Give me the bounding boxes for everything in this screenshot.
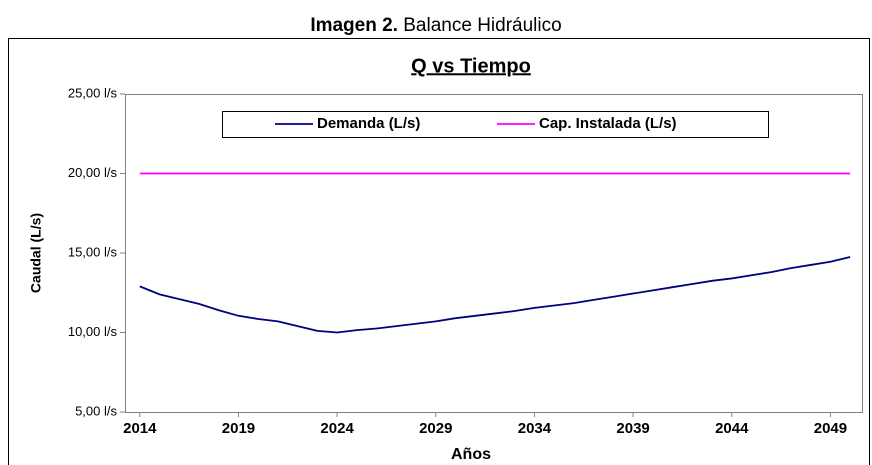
x-tick-label: 2029 — [419, 420, 452, 437]
x-tick-label: 2039 — [616, 420, 649, 437]
y-tick-label: 25,00 l/s — [68, 85, 118, 100]
x-tick-label: 2014 — [123, 420, 157, 437]
caption-label: Imagen 2. — [310, 15, 398, 36]
legend-label: Cap. Instalada (L/s) — [539, 115, 677, 132]
y-tick-label: 10,00 l/s — [68, 324, 118, 339]
x-tick-label: 2034 — [518, 420, 552, 437]
y-axis-label: Caudal (L/s) — [28, 213, 44, 293]
caption: Imagen 2. Balance Hidráulico — [310, 15, 561, 36]
x-tick-label: 2024 — [320, 420, 354, 437]
legend-box — [222, 111, 769, 138]
plot-area — [125, 94, 863, 413]
chart-frame — [8, 38, 870, 465]
x-axis-label: Años — [451, 446, 491, 463]
caption-text: Balance Hidráulico — [403, 15, 561, 36]
x-tick-label: 2019 — [222, 420, 255, 437]
y-tick-label: 20,00 l/s — [68, 165, 118, 180]
line-series — [139, 256, 851, 334]
x-tick-label: 2044 — [715, 420, 749, 437]
legend-label: Demanda (L/s) — [317, 115, 420, 132]
chart-title: Q vs Tiempo — [411, 55, 531, 77]
x-tick-label: 2049 — [814, 420, 847, 437]
y-tick-label: 5,00 l/s — [75, 403, 117, 418]
y-tick-label: 15,00 l/s — [68, 244, 118, 259]
